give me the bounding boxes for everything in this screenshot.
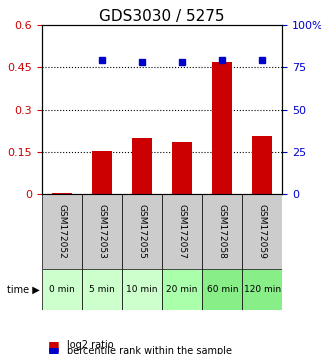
Title: GDS3030 / 5275: GDS3030 / 5275 (100, 8, 225, 24)
Text: GSM172058: GSM172058 (218, 204, 227, 259)
FancyBboxPatch shape (82, 194, 122, 269)
Bar (212, 62, 232, 194)
Text: GSM172057: GSM172057 (178, 204, 187, 259)
Text: GSM172053: GSM172053 (97, 204, 107, 259)
FancyBboxPatch shape (82, 269, 122, 310)
Text: GSM172059: GSM172059 (258, 204, 267, 259)
Text: 120 min: 120 min (244, 285, 281, 294)
Text: GSM172052: GSM172052 (57, 204, 66, 259)
Text: 20 min: 20 min (167, 285, 198, 294)
Text: 0 min: 0 min (49, 285, 75, 294)
FancyBboxPatch shape (242, 194, 282, 269)
FancyBboxPatch shape (122, 269, 162, 310)
FancyBboxPatch shape (42, 194, 82, 269)
FancyBboxPatch shape (162, 269, 202, 310)
Text: ■: ■ (48, 339, 60, 352)
FancyBboxPatch shape (42, 269, 82, 310)
Bar (252, 136, 273, 194)
Bar (172, 142, 192, 194)
Text: 5 min: 5 min (89, 285, 115, 294)
Text: time ▶: time ▶ (7, 284, 40, 294)
Text: log2 ratio: log2 ratio (67, 340, 114, 350)
Text: percentile rank within the sample: percentile rank within the sample (67, 346, 232, 354)
Text: 10 min: 10 min (126, 285, 158, 294)
FancyBboxPatch shape (162, 194, 202, 269)
Bar (92, 150, 112, 194)
Bar (132, 138, 152, 194)
FancyBboxPatch shape (122, 194, 162, 269)
Text: GSM172055: GSM172055 (137, 204, 147, 259)
FancyBboxPatch shape (202, 194, 242, 269)
Text: ■: ■ (48, 345, 60, 354)
FancyBboxPatch shape (242, 269, 282, 310)
Text: 60 min: 60 min (206, 285, 238, 294)
FancyBboxPatch shape (202, 269, 242, 310)
